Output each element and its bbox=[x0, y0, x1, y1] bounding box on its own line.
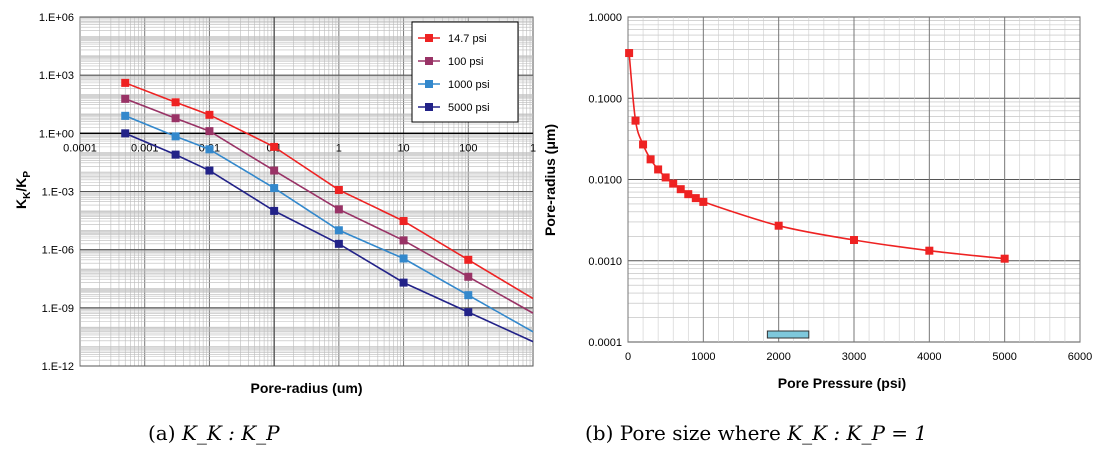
data-point bbox=[646, 155, 655, 164]
data-point bbox=[631, 116, 640, 125]
data-point bbox=[121, 94, 130, 103]
data-point bbox=[699, 197, 708, 206]
y-axis-title-sub-k: K bbox=[22, 191, 33, 199]
legend-marker bbox=[425, 34, 433, 42]
data-point bbox=[334, 205, 343, 214]
data-point bbox=[205, 127, 214, 136]
data-point bbox=[399, 278, 408, 287]
caption-a-math: K_K : K_P bbox=[181, 421, 280, 445]
data-point bbox=[270, 184, 279, 193]
y-tick-label-a: 1.E-03 bbox=[42, 187, 74, 199]
data-point bbox=[676, 185, 685, 194]
data-point bbox=[1000, 254, 1009, 263]
x-tick-label-b: 3000 bbox=[842, 351, 866, 363]
y-tick-label-b: 0.0001 bbox=[588, 337, 622, 349]
x-tick-label-b: 4000 bbox=[917, 351, 941, 363]
y-tick-label-b: 0.1000 bbox=[588, 93, 622, 105]
data-point bbox=[691, 194, 700, 203]
legend-marker bbox=[425, 80, 433, 88]
x-tick-label-b: 0 bbox=[625, 351, 631, 363]
data-point bbox=[661, 173, 670, 182]
data-point bbox=[334, 239, 343, 248]
y-tick-label-a: 1.E-12 bbox=[42, 361, 74, 373]
legend-marker bbox=[425, 103, 433, 111]
y-tick-label-b: 0.0010 bbox=[588, 256, 622, 268]
data-point bbox=[464, 255, 473, 264]
data-point bbox=[270, 206, 279, 215]
data-point bbox=[464, 272, 473, 281]
data-point bbox=[850, 236, 858, 245]
data-point bbox=[205, 110, 214, 119]
y-tick-label-b: 0.0100 bbox=[588, 175, 622, 187]
x-axis-title-a: Pore-radius (um) bbox=[250, 380, 362, 396]
legend-label: 14.7 psi bbox=[448, 33, 487, 45]
x-tick-label-b: 5000 bbox=[992, 351, 1016, 363]
data-point bbox=[684, 190, 693, 199]
caption-b-prefix: (b) Pore size where bbox=[585, 421, 787, 445]
x-tick-label-b: 1000 bbox=[691, 351, 715, 363]
data-point bbox=[270, 142, 279, 151]
y-tick-label-a: 1.E-09 bbox=[42, 303, 74, 315]
data-point bbox=[925, 246, 934, 255]
legend-label: 5000 psi bbox=[448, 102, 490, 114]
legend-label: 1000 psi bbox=[448, 79, 490, 91]
x-tick-label-a: 0.001 bbox=[131, 142, 159, 154]
x-tick-label-a: 0.0001 bbox=[63, 142, 97, 154]
data-point bbox=[171, 132, 180, 141]
data-point bbox=[399, 254, 408, 263]
y-axis-title-sub-p: P bbox=[22, 171, 33, 178]
data-point bbox=[121, 129, 130, 138]
data-point bbox=[774, 221, 783, 230]
data-point bbox=[205, 145, 214, 154]
series-line-3 bbox=[124, 132, 534, 343]
data-point bbox=[334, 185, 343, 194]
x-tick-label-a: 100 bbox=[459, 142, 477, 154]
data-point bbox=[171, 150, 180, 159]
data-point bbox=[121, 78, 130, 87]
legend-label: 100 psi bbox=[448, 56, 483, 68]
caption-b-math: K_K : K_P = 1 bbox=[786, 421, 927, 445]
x-tick-label-b: 6000 bbox=[1068, 351, 1092, 363]
y-axis-title-slash: /K bbox=[13, 178, 29, 192]
x-tick-label-a: 1 bbox=[530, 142, 536, 154]
data-point bbox=[399, 217, 408, 226]
y-axis-title-a: KK/KP bbox=[13, 171, 33, 209]
data-point bbox=[270, 166, 279, 175]
data-point bbox=[171, 114, 180, 123]
data-point bbox=[654, 165, 663, 174]
data-point bbox=[171, 98, 180, 107]
x-axis-title-b: Pore Pressure (psi) bbox=[778, 375, 906, 391]
caption-b: (b) Pore size where K_K : K_P = 1 bbox=[585, 421, 927, 445]
caption-a: (a) K_K : K_P bbox=[148, 421, 280, 445]
range-marker-bar bbox=[766, 330, 810, 339]
chart-a: 1.E+06 1.E+03 1.E+00 1.E-03 1.E-06 1.E-09 1.E-… bbox=[13, 12, 536, 396]
x-tick-label-a: 1 bbox=[336, 142, 342, 154]
y-tick-label-a: 1.E-06 bbox=[42, 245, 74, 257]
x-tick-label-a: 10 bbox=[397, 142, 409, 154]
series-line-0 bbox=[124, 82, 534, 300]
series-line-1 bbox=[124, 98, 534, 314]
y-tick-label-a: 1.E+06 bbox=[39, 12, 74, 24]
y-axis-title-k: K bbox=[13, 199, 29, 209]
data-point bbox=[669, 179, 678, 188]
y-tick-label-a: 1.E+03 bbox=[39, 70, 74, 82]
data-point bbox=[334, 226, 343, 235]
data-point bbox=[121, 111, 130, 120]
y-tick-label-b: 1.0000 bbox=[588, 12, 622, 24]
data-point bbox=[399, 236, 408, 245]
data-point bbox=[205, 166, 214, 175]
data-point bbox=[625, 49, 634, 58]
x-tick-label-b: 2000 bbox=[766, 351, 790, 363]
series-line-2 bbox=[124, 115, 534, 333]
y-axis-title-b: Pore-radius (μm) bbox=[542, 124, 558, 236]
y-tick-label-a: 1.E+00 bbox=[39, 128, 74, 140]
data-point bbox=[464, 308, 473, 317]
captions: (a) K_K : K_P (b) Pore size where K_K : … bbox=[148, 421, 927, 445]
data-point bbox=[464, 291, 473, 300]
caption-a-prefix: (a) bbox=[148, 421, 182, 445]
legend-marker bbox=[425, 57, 433, 65]
data-point bbox=[639, 140, 648, 149]
